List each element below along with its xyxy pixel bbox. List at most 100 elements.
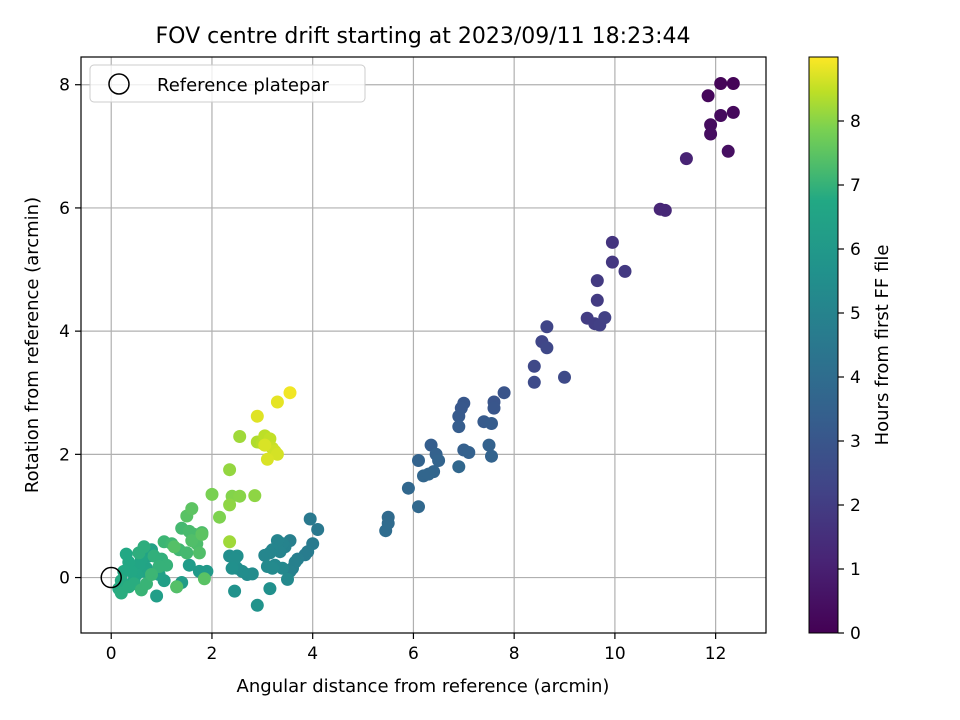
scatter-point [658, 203, 672, 217]
scatter-point [590, 274, 604, 288]
scatter-point [258, 548, 272, 562]
scatter-point [258, 438, 272, 452]
scatter-point [432, 454, 446, 467]
scatter-point [180, 546, 194, 560]
scatter-point [281, 572, 294, 586]
scatter-point [150, 589, 164, 603]
x-axis-ticks: 0 2 4 6 8 10 12 [106, 633, 727, 664]
scatter-point [527, 375, 541, 389]
x-axis-label: Angular distance from reference (arcmin) [237, 676, 610, 697]
scatter-point [598, 311, 612, 325]
scatter-point [276, 561, 289, 575]
scatter-point [248, 489, 262, 503]
scatter-point [270, 395, 284, 409]
x-tick-label: 0 [106, 644, 117, 664]
scatter-point [137, 540, 151, 554]
x-tick-label: 2 [207, 644, 218, 664]
x-tick-label: 12 [705, 644, 727, 664]
y-tick-label: 6 [59, 199, 70, 219]
colorbar-tick-label: 3 [850, 432, 861, 452]
scatter-point [701, 89, 715, 103]
scatter-point [590, 293, 604, 307]
scatter-point [192, 546, 206, 560]
y-tick-label: 2 [59, 445, 70, 465]
scatter-point [213, 510, 226, 524]
scatter-point [311, 523, 325, 536]
reference-point [100, 566, 122, 589]
scatter-point [726, 105, 740, 119]
y-axis-label: Rotation from reference (arcmin) [22, 197, 43, 493]
colorbar-tick-label: 7 [850, 176, 861, 196]
scatter-point [283, 386, 297, 400]
plot-frame [80, 56, 767, 634]
scatter-point [223, 535, 237, 549]
scatter-points [112, 77, 740, 612]
scatter-point [487, 401, 501, 415]
scatter-point [412, 500, 425, 514]
legend-label-reference: Reference platepar [157, 75, 329, 96]
colorbar-tick-label: 6 [850, 240, 861, 260]
scatter-point [119, 547, 133, 561]
scatter-point [303, 512, 317, 526]
scatter-point [250, 598, 264, 612]
scatter-point [145, 568, 158, 581]
scatter-point [233, 430, 247, 443]
colorbar-label: Hours from first FF file [872, 245, 893, 446]
scatter-point [265, 561, 279, 575]
scatter-point [714, 77, 728, 90]
scatter-point [185, 534, 199, 548]
grid [81, 57, 766, 633]
colorbar-tick-label: 5 [850, 304, 861, 324]
colorbar-ticks: 0 1 2 3 4 5 6 7 8 [838, 112, 861, 644]
x-tick-label: 4 [307, 644, 318, 664]
y-tick-label: 0 [59, 569, 70, 589]
scatter-point [482, 438, 496, 452]
x-tick-label: 6 [408, 644, 419, 664]
scatter-point [540, 320, 554, 334]
scatter-point [726, 77, 740, 90]
scatter-point [223, 498, 237, 512]
colorbar-tick-label: 4 [850, 368, 861, 388]
scatter-point [401, 481, 415, 495]
scatter-point [250, 409, 264, 423]
reference-marker [100, 566, 122, 589]
scatter-point [379, 524, 393, 538]
scatter-point [195, 527, 209, 541]
scatter-point [260, 452, 274, 466]
scatter-point [452, 420, 466, 434]
scatter-point [540, 341, 554, 355]
chart-title: FOV centre drift starting at 2023/09/11 … [156, 24, 691, 49]
scatter-point [228, 584, 242, 598]
scatter-point [205, 487, 219, 501]
scatter-point [270, 447, 284, 461]
y-axis-ticks: 0 2 4 6 8 [59, 76, 81, 589]
scatter-point [714, 109, 728, 122]
colorbar-tick-label: 0 [850, 624, 861, 644]
scatter-point [197, 572, 211, 586]
scatter-point [225, 561, 239, 575]
colorbar-tick-label: 1 [850, 560, 861, 580]
scatter-point [485, 449, 498, 463]
colorbar: 0 1 2 3 4 5 6 7 8 Hours from first FF file [808, 56, 893, 644]
colorbar-tick-label: 8 [850, 112, 861, 132]
scatter-point [605, 255, 619, 269]
scatter-point [605, 235, 619, 249]
scatter-point [704, 118, 718, 132]
x-tick-label: 10 [604, 644, 626, 664]
y-tick-label: 4 [59, 322, 70, 342]
scatter-point [527, 359, 541, 373]
scatter-point [679, 152, 693, 166]
colorbar-tick-label: 2 [850, 496, 861, 516]
x-tick-label: 8 [509, 644, 520, 664]
legend-marker-reference [108, 73, 130, 95]
legend: Reference platepar [89, 64, 366, 103]
scatter-point [618, 264, 632, 278]
scatter-point [263, 582, 277, 596]
scatter-point [485, 417, 498, 430]
scatter-point [245, 567, 259, 581]
scatter-point [167, 540, 181, 554]
scatter-point [223, 463, 237, 477]
scatter-point [452, 460, 466, 474]
scatter-point [721, 144, 735, 158]
